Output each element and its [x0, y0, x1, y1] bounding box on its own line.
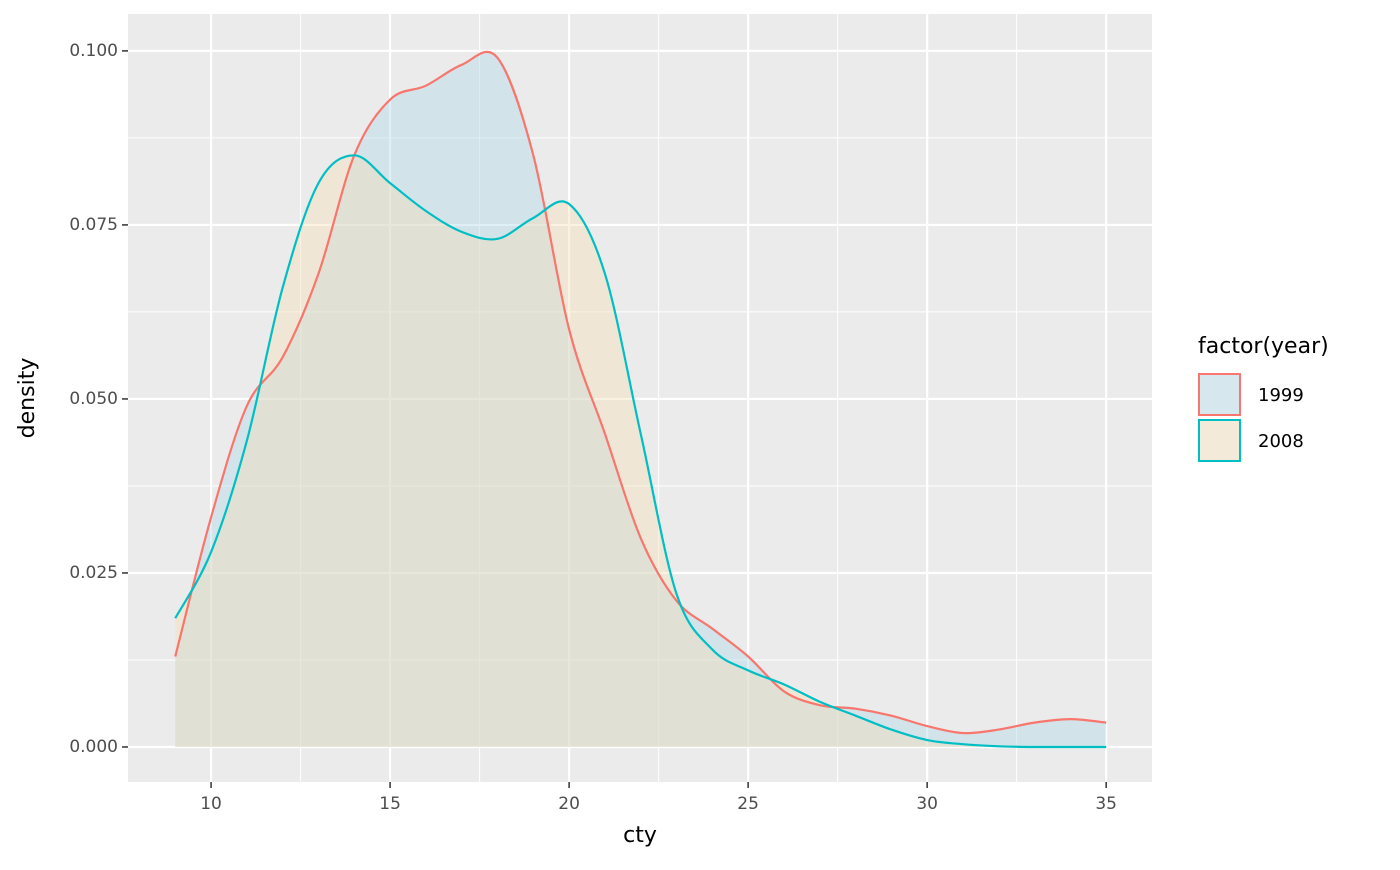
legend-label: 1999: [1258, 385, 1304, 406]
legend-key: [1199, 374, 1240, 415]
y-tick-label: 0.000: [69, 737, 118, 757]
x-tick-label: 30: [916, 794, 938, 814]
lines: [174, 50, 1107, 749]
legend-label: 2008: [1258, 431, 1304, 452]
y-axis-title: density: [15, 358, 40, 439]
density-line: [174, 50, 1107, 735]
grid: [128, 14, 1152, 782]
x-tick-label: 15: [379, 794, 401, 814]
y-tick-label: 0.075: [69, 215, 118, 235]
legend-title: factor(year): [1198, 334, 1329, 359]
legend-swatch: [1198, 373, 1241, 416]
density-area: [175, 155, 1107, 748]
x-axis-title: cty: [623, 823, 657, 848]
legend-swatch: [1198, 419, 1241, 462]
legend-key: [1199, 420, 1240, 461]
areas: [175, 51, 1107, 748]
legend: 1999 2008: [1198, 373, 1304, 462]
y-tick-label: 0.050: [69, 389, 118, 409]
x-tick-label: 35: [1095, 794, 1117, 814]
density-area: [175, 51, 1107, 747]
y-tick-label: 0.100: [69, 41, 118, 61]
x-tick-label: 20: [558, 794, 580, 814]
density-line: [174, 154, 1107, 749]
x-tick-label: 10: [200, 794, 222, 814]
y-tick-label: 0.025: [69, 563, 118, 583]
axes: 10 15 20 25 30 35 0.000 0.025 0.050 0.075 0.100: [69, 41, 1117, 814]
x-tick-label: 25: [737, 794, 759, 814]
